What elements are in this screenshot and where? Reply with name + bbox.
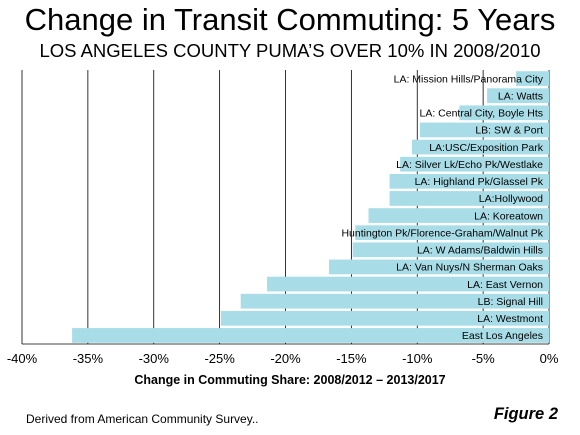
bar <box>389 173 549 189</box>
x-tick-label: -35% <box>73 351 104 366</box>
bar <box>328 259 549 275</box>
category-label: LA: W Adams/Baldwin Hills <box>417 245 543 257</box>
category-label: LA: Central City, Boyle Hts <box>419 108 543 120</box>
bar <box>352 242 549 258</box>
category-label: LB: Signal Hill <box>478 296 543 308</box>
category-label: LB: SW & Port <box>475 125 543 137</box>
bar <box>400 156 549 172</box>
bar <box>487 88 549 104</box>
category-label: LA: Van Nuys/N Sherman Oaks <box>396 262 543 274</box>
bar <box>267 276 549 292</box>
bar <box>459 105 549 121</box>
category-label: East Los Angeles <box>462 330 543 342</box>
chart-title: Change in Transit Commuting: 5 Years <box>24 2 556 37</box>
bar <box>72 328 549 343</box>
bar <box>368 208 549 223</box>
x-axis-label: Change in Commuting Share: 2008/2012 – 2… <box>134 373 446 387</box>
category-label: LA: Westmont <box>477 313 543 325</box>
category-label: LA: Silver Lk/Echo Pk/Westlake <box>396 159 543 171</box>
category-label: LA: Mission Hills/Panorama City <box>394 73 544 85</box>
x-tick-label: -5% <box>472 351 496 366</box>
bar <box>411 139 549 155</box>
bar <box>355 225 549 241</box>
bar <box>389 191 549 206</box>
x-tick-label: -30% <box>139 351 170 366</box>
figure-label: Figure 2 <box>493 405 558 423</box>
bar <box>240 293 549 309</box>
category-label: LA:Hollywood <box>479 193 543 205</box>
x-tick-label: -10% <box>402 351 433 366</box>
x-tick-label: -20% <box>270 351 301 366</box>
category-label: LA: Koreatown <box>474 210 543 222</box>
x-tick-label: -15% <box>336 351 367 366</box>
bar <box>220 310 549 326</box>
bar <box>516 71 549 86</box>
x-tick-label: -25% <box>204 351 235 366</box>
source-note: Derived from American Community Survey.. <box>26 412 259 426</box>
category-label: LA: Highland Pk/Glassel Pk <box>415 176 544 188</box>
bar <box>419 122 549 138</box>
category-label: LA:USC/Exposition Park <box>429 142 544 154</box>
chart-subtitle: LOS ANGELES COUNTY PUMA’S OVER 10% IN 20… <box>39 40 541 61</box>
category-label: LA: East Vernon <box>467 279 543 291</box>
category-label: LA: Watts <box>498 90 543 102</box>
category-label: Huntington Pk/Florence-Graham/Walnut Pk <box>341 227 543 239</box>
x-tick-label: 0% <box>540 351 559 366</box>
x-tick-label: -40% <box>7 351 38 366</box>
